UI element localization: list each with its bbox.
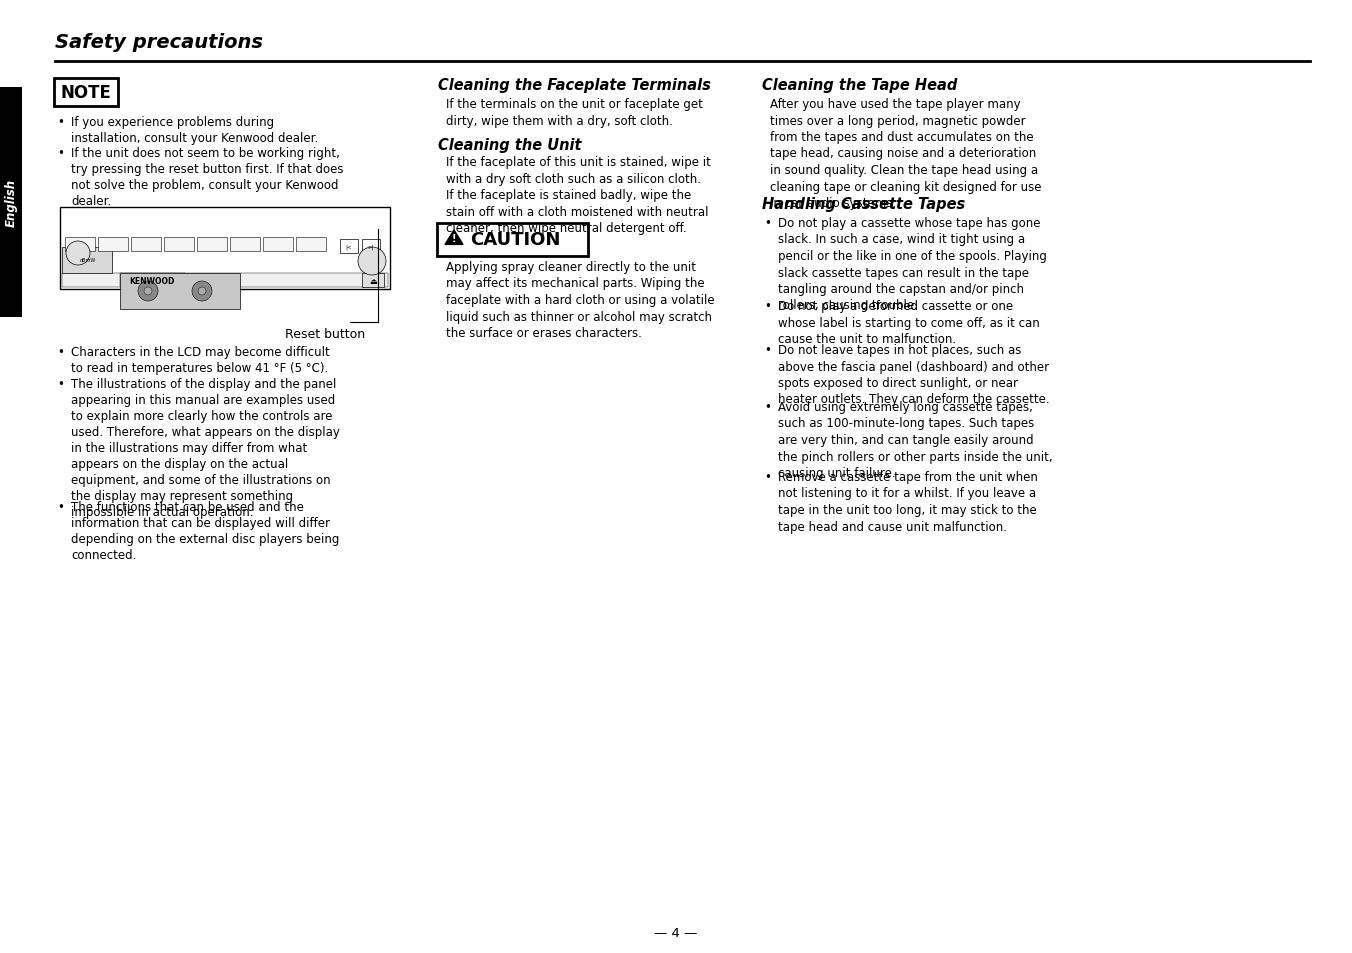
- Text: If the faceplate of this unit is stained, wipe it
with a dry soft cloth such as : If the faceplate of this unit is stained…: [446, 156, 711, 234]
- Text: •: •: [764, 299, 771, 313]
- Circle shape: [66, 242, 91, 266]
- Text: >|: >|: [368, 244, 375, 250]
- Text: CAUTION: CAUTION: [470, 231, 560, 249]
- Circle shape: [197, 288, 206, 295]
- Polygon shape: [445, 231, 462, 245]
- Bar: [62, 274, 388, 288]
- Text: •: •: [764, 400, 771, 414]
- Bar: [264, 237, 293, 252]
- Text: dBmW: dBmW: [80, 258, 96, 263]
- Text: •: •: [57, 500, 64, 514]
- Text: Characters in the LCD may become difficult
to read in temperatures below 41 °F (: Characters in the LCD may become difficu…: [72, 346, 330, 375]
- Text: !: !: [452, 233, 456, 244]
- Text: The functions that can be used and the
information that can be displayed will di: The functions that can be used and the i…: [72, 500, 339, 561]
- Text: ⏏: ⏏: [369, 276, 377, 285]
- Bar: [296, 237, 326, 252]
- Text: If the unit does not seem to be working right,
try pressing the reset button fir: If the unit does not seem to be working …: [72, 147, 343, 208]
- Text: Safety precautions: Safety precautions: [55, 32, 264, 51]
- Text: KENWOOD: KENWOOD: [130, 276, 174, 285]
- Text: •: •: [764, 471, 771, 483]
- Text: Remove a cassette tape from the unit when
not listening to it for a whilst. If y: Remove a cassette tape from the unit whe…: [777, 471, 1038, 533]
- Text: Applying spray cleaner directly to the unit
may affect its mechanical parts. Wip: Applying spray cleaner directly to the u…: [446, 261, 715, 339]
- Text: — 4 —: — 4 —: [654, 926, 698, 940]
- Bar: [120, 274, 185, 288]
- Text: •: •: [57, 147, 64, 160]
- Bar: [0, 88, 22, 317]
- Circle shape: [145, 288, 151, 295]
- Text: |<: |<: [346, 244, 353, 250]
- Text: Handling Cassette Tapes: Handling Cassette Tapes: [763, 196, 965, 212]
- Bar: [339, 240, 358, 253]
- Text: If the terminals on the unit or faceplate get
dirty, wipe them with a dry, soft : If the terminals on the unit or faceplat…: [446, 98, 703, 128]
- Text: •: •: [764, 216, 771, 230]
- FancyBboxPatch shape: [437, 223, 588, 256]
- Circle shape: [138, 282, 158, 302]
- Text: Do not play a cassette whose tape has gone
slack. In such a case, wind it tight : Do not play a cassette whose tape has go…: [777, 216, 1046, 313]
- Bar: [362, 240, 380, 253]
- Text: Cleaning the Tape Head: Cleaning the Tape Head: [763, 78, 957, 92]
- Text: Reset button: Reset button: [285, 328, 365, 340]
- Text: NOTE: NOTE: [61, 84, 111, 102]
- Text: Do not play a deformed cassette or one
whose label is starting to come off, as i: Do not play a deformed cassette or one w…: [777, 299, 1040, 346]
- Text: •: •: [764, 344, 771, 356]
- Bar: [62, 248, 112, 274]
- Bar: [131, 237, 161, 252]
- Text: Do not leave tapes in hot places, such as
above the fascia panel (dashboard) and: Do not leave tapes in hot places, such a…: [777, 344, 1049, 406]
- Bar: [362, 274, 384, 288]
- Bar: [164, 237, 193, 252]
- Text: English: English: [4, 179, 18, 227]
- Bar: [97, 237, 128, 252]
- Text: •: •: [57, 116, 64, 129]
- Circle shape: [192, 282, 212, 302]
- Text: Avoid using extremely long cassette tapes,
such as 100-minute-long tapes. Such t: Avoid using extremely long cassette tape…: [777, 400, 1053, 479]
- Circle shape: [358, 248, 387, 275]
- FancyBboxPatch shape: [59, 208, 389, 290]
- Text: After you have used the tape player many
times over a long period, magnetic powd: After you have used the tape player many…: [771, 98, 1041, 210]
- FancyBboxPatch shape: [54, 79, 118, 107]
- Text: If you experience problems during
installation, consult your Kenwood dealer.: If you experience problems during instal…: [72, 116, 318, 145]
- Text: Cleaning the Unit: Cleaning the Unit: [438, 138, 581, 152]
- Text: Cleaning the Faceplate Terminals: Cleaning the Faceplate Terminals: [438, 78, 711, 92]
- Text: The illustrations of the display and the panel
appearing in this manual are exam: The illustrations of the display and the…: [72, 377, 339, 518]
- Text: •: •: [57, 377, 64, 391]
- Bar: [120, 274, 241, 310]
- Bar: [65, 237, 95, 252]
- Text: •: •: [57, 346, 64, 358]
- Bar: [230, 237, 260, 252]
- Bar: [197, 237, 227, 252]
